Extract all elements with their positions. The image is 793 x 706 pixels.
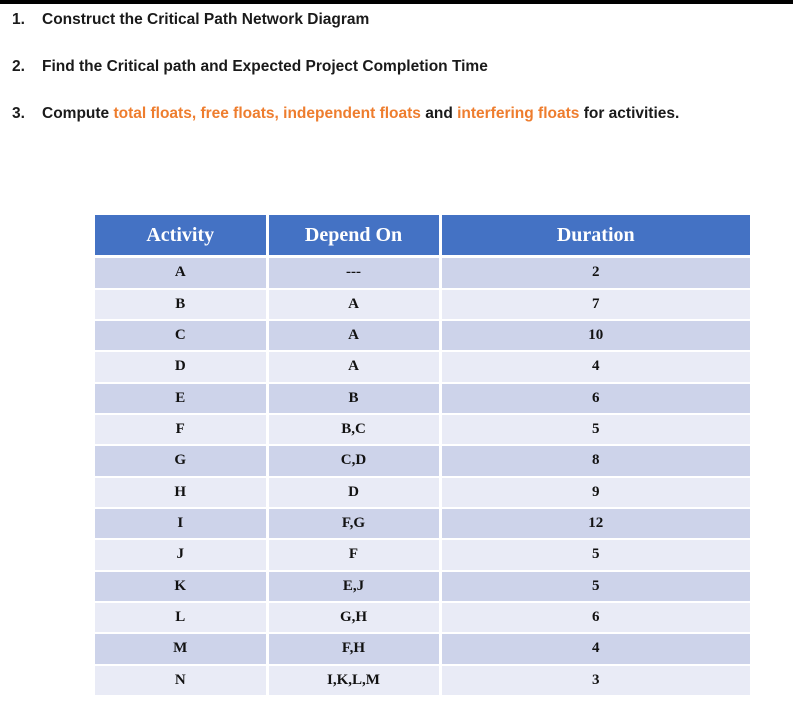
table-cell: I xyxy=(95,507,267,541)
column-header-duration: Duration xyxy=(438,215,750,258)
table-row: N I,K,L,M 3 xyxy=(95,664,750,698)
table-cell: J xyxy=(95,539,267,572)
instruction-number: 3. xyxy=(12,105,25,122)
table-cell: F,H xyxy=(265,633,440,666)
table-row: I F,G 12 xyxy=(95,507,750,541)
table-cell: D xyxy=(265,476,440,509)
table-cell: D xyxy=(95,351,267,384)
table-row: G C,D 8 xyxy=(95,445,750,478)
table-cell: L xyxy=(95,601,267,635)
plain-text: for activities. xyxy=(579,105,680,122)
table-row: K E,J 5 xyxy=(95,570,750,603)
plain-text: Find the Critical path and Expected Proj… xyxy=(42,58,488,75)
table-cell: A xyxy=(265,288,440,321)
table-cell: 4 xyxy=(438,351,750,384)
table-cell: F xyxy=(265,539,440,572)
column-header-activity: Activity xyxy=(95,215,267,258)
table-cell: C xyxy=(95,319,267,353)
table-cell: 4 xyxy=(438,633,750,666)
table-cell: 5 xyxy=(438,413,750,447)
top-border-line xyxy=(0,0,793,4)
table-cell: F xyxy=(95,413,267,447)
instruction-number: 2. xyxy=(12,58,25,75)
table-cell: 7 xyxy=(438,288,750,321)
table-row: F B,C 5 xyxy=(95,413,750,447)
table-cell: 5 xyxy=(438,539,750,572)
table-cell: E xyxy=(95,382,267,415)
table-cell: B xyxy=(265,382,440,415)
activity-table: Activity Depend On Duration A --- 2 B A 7 C A 10… xyxy=(95,215,750,698)
table-cell: 6 xyxy=(438,601,750,635)
table-cell: K xyxy=(95,570,267,603)
table-cell: F,G xyxy=(265,507,440,541)
highlighted-text: interfering floats xyxy=(457,105,580,122)
table-cell: 9 xyxy=(438,476,750,509)
table-cell: A xyxy=(95,256,267,290)
table-cell: G xyxy=(95,445,267,478)
column-header-depend-on: Depend On xyxy=(265,215,440,258)
activity-table-container: Activity Depend On Duration A --- 2 B A 7 C A 10… xyxy=(95,215,750,698)
plain-text: Construct the Critical Path Network Diag… xyxy=(42,11,370,28)
table-cell: 2 xyxy=(438,256,750,290)
highlighted-text: total floats, free floats, independent f… xyxy=(113,105,421,122)
table-cell: N xyxy=(95,664,267,698)
table-cell: 5 xyxy=(438,570,750,603)
table-cell: 12 xyxy=(438,507,750,541)
plain-text: and xyxy=(420,105,458,122)
table-cell: H xyxy=(95,476,267,509)
table-row: M F,H 4 xyxy=(95,633,750,666)
instruction-text: Construct the Critical Path Network Diag… xyxy=(42,9,369,30)
table-cell: B xyxy=(95,288,267,321)
instruction-item: 3. Compute total floats, free floats, ind… xyxy=(12,103,789,124)
table-cell: G,H xyxy=(265,601,440,635)
table-header-row: Activity Depend On Duration xyxy=(95,215,750,258)
table-cell: M xyxy=(95,633,267,666)
table-row: C A 10 xyxy=(95,319,750,353)
table-cell: B,C xyxy=(265,413,440,447)
instruction-number: 1. xyxy=(12,11,25,28)
table-cell: --- xyxy=(265,256,440,290)
table-cell: A xyxy=(265,351,440,384)
table-cell: E,J xyxy=(265,570,440,603)
instruction-item: 2. Find the Critical path and Expected Pr… xyxy=(12,56,789,77)
table-cell: C,D xyxy=(265,445,440,478)
instruction-text: Find the Critical path and Expected Proj… xyxy=(42,56,488,77)
instruction-list: 1. Construct the Critical Path Network Di… xyxy=(12,9,789,150)
table-cell: 6 xyxy=(438,382,750,415)
table-row: A --- 2 xyxy=(95,256,750,290)
table-cell: 10 xyxy=(438,319,750,353)
table-cell: I,K,L,M xyxy=(265,664,440,698)
plain-text: Compute xyxy=(42,105,114,122)
instruction-text: Compute total floats, free floats, indep… xyxy=(42,103,679,124)
table-cell: 8 xyxy=(438,445,750,478)
table-cell: 3 xyxy=(438,664,750,698)
instruction-item: 1. Construct the Critical Path Network Di… xyxy=(12,9,789,30)
table-cell: A xyxy=(265,319,440,353)
table-row: L G,H 6 xyxy=(95,601,750,635)
